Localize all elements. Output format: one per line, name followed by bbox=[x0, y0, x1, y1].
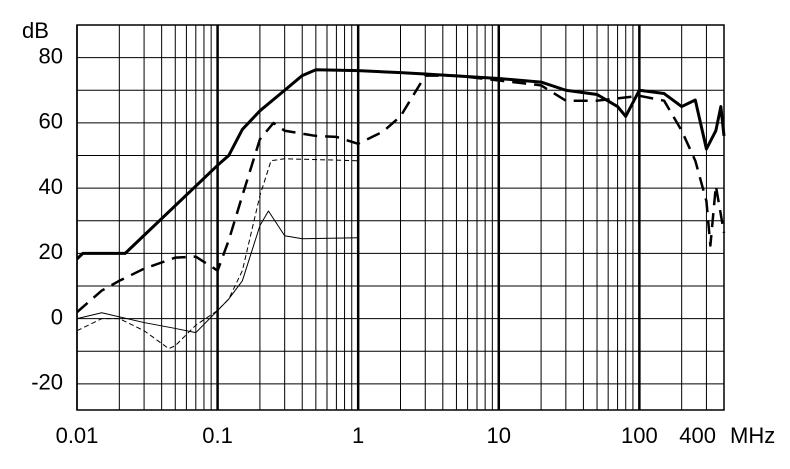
data-line bbox=[75, 68, 726, 261]
data-line bbox=[76, 158, 359, 350]
y-tick-label: -20 bbox=[31, 370, 63, 395]
x-tick-label: 0.01 bbox=[56, 423, 99, 448]
x-tick-label: 400 bbox=[679, 423, 716, 448]
x-tick-label: 0.1 bbox=[202, 423, 233, 448]
x-tick-label: 10 bbox=[487, 423, 511, 448]
y-tick-label: 60 bbox=[39, 109, 63, 134]
x-tick-label: 100 bbox=[621, 423, 658, 448]
plot-frame bbox=[76, 24, 725, 411]
x-tick-label: 1 bbox=[352, 423, 364, 448]
data-line bbox=[76, 210, 359, 334]
y-tick-label: 20 bbox=[39, 239, 63, 264]
y-axis-label: dB bbox=[22, 18, 49, 43]
x-axis-label: MHz bbox=[730, 423, 775, 448]
y-tick-label: 0 bbox=[51, 304, 63, 329]
data-line bbox=[76, 74, 726, 314]
y-tick-label: 80 bbox=[39, 43, 63, 68]
y-tick-label: 40 bbox=[39, 174, 63, 199]
